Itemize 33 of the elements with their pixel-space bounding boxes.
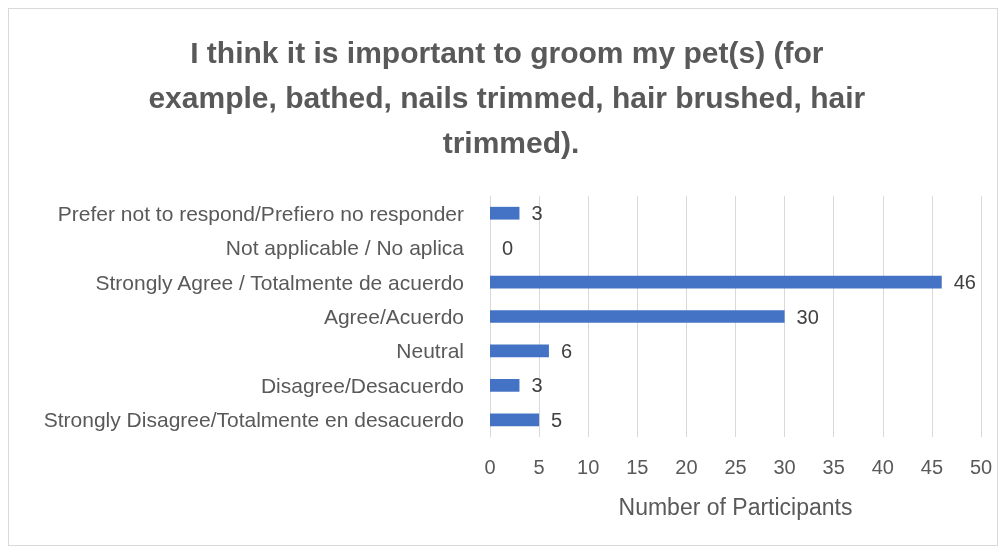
x-tick-label: 45 xyxy=(920,456,944,478)
y-tick-label: Strongly Agree / Totalmente de acuerdo xyxy=(95,270,464,294)
x-tick-label: 5 xyxy=(533,456,545,478)
bar xyxy=(490,413,540,427)
data-label: 30 xyxy=(796,305,819,328)
x-tick-label: 25 xyxy=(724,456,747,478)
y-tick-label: Agree/Acuerdo xyxy=(323,305,464,328)
chart-title: I think it is important to groom my pet(s) (for example, bathed, nails trimmed, hair brushed, hair trimmed). xyxy=(148,36,874,159)
data-label: 3 xyxy=(531,202,543,225)
bar xyxy=(490,310,785,323)
data-label: 5 xyxy=(551,408,563,431)
x-tick-label: 0 xyxy=(484,456,496,478)
bar xyxy=(490,378,520,392)
bar xyxy=(490,344,549,358)
x-tick-label: 40 xyxy=(871,456,894,478)
data-label: 46 xyxy=(953,271,976,294)
bar xyxy=(490,206,520,220)
bar xyxy=(490,275,942,289)
x-tick-label: 35 xyxy=(822,456,845,478)
data-label: 6 xyxy=(560,339,573,362)
y-tick-label: Prefer not to respond/Prefiero no responder xyxy=(57,201,464,225)
y-tick-label: Disagree/Desacuerdo xyxy=(260,373,464,397)
data-label: 3 xyxy=(531,374,543,397)
x-tick-label: 15 xyxy=(626,456,649,478)
x-tick-label: 30 xyxy=(773,456,796,478)
x-tick-label: 20 xyxy=(675,456,698,478)
y-tick-label: Strongly Disagree/Totalmente en desacuerdo xyxy=(43,408,464,432)
x-tick-label: 10 xyxy=(577,456,600,478)
y-tick-label: Not applicable / No aplica xyxy=(225,236,465,260)
x-axis-title: Number of Participants xyxy=(618,493,853,520)
y-tick-label: Neutral xyxy=(396,339,464,363)
x-tick-label: 50 xyxy=(969,456,993,478)
data-label: 0 xyxy=(502,236,514,259)
